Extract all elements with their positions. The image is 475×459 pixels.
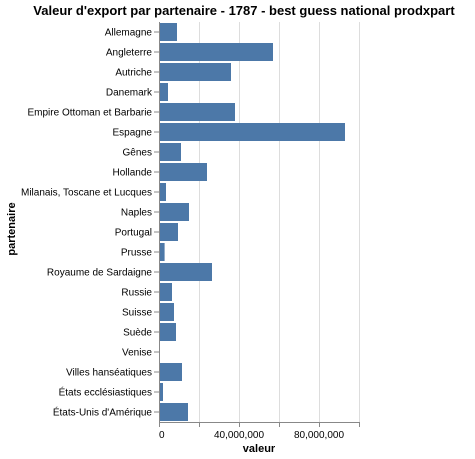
bar — [159, 163, 207, 181]
category-label: États-Unis d'Amérique — [53, 406, 153, 419]
category-label: Espagne — [113, 128, 153, 139]
category-label: Portugal — [115, 228, 152, 239]
x-tick-label: 0 — [159, 430, 165, 441]
category-label: Hollande — [113, 168, 153, 179]
bar — [159, 223, 178, 241]
bar — [159, 183, 166, 201]
bar — [159, 23, 177, 41]
bar — [159, 83, 168, 101]
bar — [159, 143, 181, 161]
category-label: Danemark — [106, 88, 153, 99]
category-label: Empire Ottoman et Barbarie — [28, 108, 153, 119]
bar — [159, 403, 188, 421]
bar — [159, 263, 212, 281]
category-label: Autriche — [115, 68, 152, 79]
bars — [159, 23, 345, 421]
x-axis-ticks: 0 40,000,000 80,000,000 — [159, 422, 360, 441]
x-axis-title: valeur — [243, 443, 276, 455]
chart-title: Valeur d'export par partenaire - 1787 - … — [33, 3, 455, 18]
bar — [159, 303, 174, 321]
bar — [159, 383, 163, 401]
y-axis-labels: Allemagne Angleterre Autriche Danemark Empir… — [21, 28, 159, 419]
bar — [159, 283, 172, 301]
category-label: Russie — [121, 288, 152, 299]
category-label: Suisse — [122, 308, 152, 319]
category-label: Angleterre — [106, 48, 153, 59]
y-axis-title: partenaire — [6, 202, 18, 255]
bar — [159, 363, 182, 381]
category-label: Allemagne — [105, 28, 153, 39]
category-label: Milanais, Toscane et Lucques — [21, 188, 152, 199]
bar — [159, 123, 345, 141]
category-label: Gênes — [123, 148, 152, 159]
bar — [159, 243, 165, 261]
bar — [159, 43, 273, 61]
bar — [159, 63, 231, 81]
x-tick-label: 40,000,000 — [214, 430, 264, 441]
category-label: Venise — [122, 348, 152, 359]
category-label: Naples — [121, 208, 152, 219]
bar — [159, 323, 176, 341]
bar — [159, 203, 189, 221]
bar — [159, 103, 235, 121]
category-label: États ecclésiastiques — [59, 386, 152, 399]
x-tick-label: 80,000,000 — [294, 430, 344, 441]
gridlines — [159, 22, 360, 422]
category-label: Villes hanséatiques — [66, 368, 152, 379]
category-label: Suède — [123, 328, 152, 339]
category-label: Prusse — [121, 248, 153, 259]
category-label: Royaume de Sardaigne — [47, 268, 153, 279]
